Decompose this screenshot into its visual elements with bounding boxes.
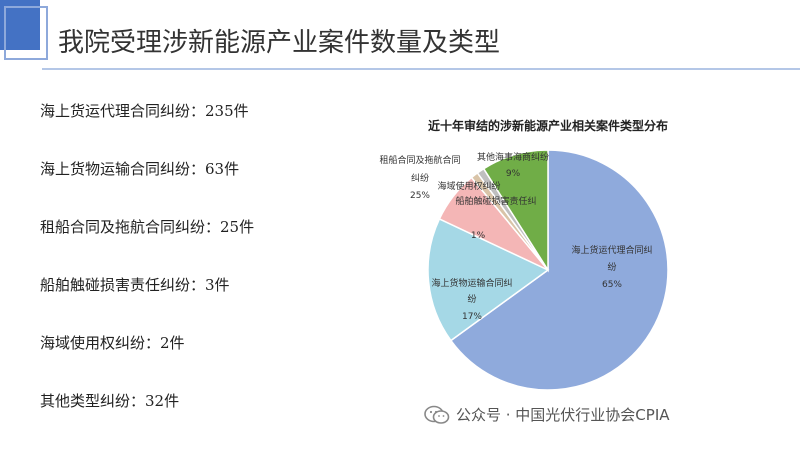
wechat-icon bbox=[424, 405, 450, 424]
pie-labels: 海上货运代理合同纠纷65%海上货物运输合同纠纷17%租船合同及拖航合同纠纷25%… bbox=[379, 151, 652, 322]
pie-slice-name-3: 船舶触碰损害责任纠 bbox=[455, 195, 536, 207]
stat-other: 其他类型纠纷：32件 bbox=[40, 392, 180, 410]
pie-slice-name-0: 海上货运代理合同纠 bbox=[571, 244, 652, 256]
title-divider bbox=[42, 68, 800, 70]
watermark-text: 公众号 · 中国光伏行业协会CPIA bbox=[456, 406, 670, 424]
pie-slice-percent-2: 25% bbox=[410, 191, 430, 201]
pie-slice-name-2: 租船合同及拖航合同 bbox=[379, 154, 460, 166]
title-accent-block bbox=[0, 0, 40, 50]
pie-slice-name-2: 纠纷 bbox=[411, 172, 429, 184]
pie-slice-percent-0: 65% bbox=[602, 280, 622, 290]
pie-slice-percent-3: 1% bbox=[471, 231, 486, 241]
pie-slice-percent-1: 17% bbox=[462, 312, 482, 322]
pie-slice-name-1: 海上货物运输合同纠 bbox=[431, 277, 512, 289]
pie-slice-1 bbox=[427, 217, 550, 342]
title-accent-outline bbox=[4, 6, 48, 60]
stat-collision-damage: 船舶触碰损害责任纠纷：3件 bbox=[40, 276, 230, 294]
pie-slices bbox=[427, 149, 669, 391]
pie-slice-name-1: 纷 bbox=[467, 293, 476, 305]
stat-sea-area-use: 海域使用权纠纷：2件 bbox=[40, 334, 185, 352]
pie-slice-0 bbox=[449, 149, 669, 391]
watermark: 公众号 · 中国光伏行业协会CPIA bbox=[424, 404, 670, 425]
stat-freight-forwarding: 海上货运代理合同纠纷：235件 bbox=[40, 102, 249, 120]
pie-slice-name-4: 海域使用权纠纷 bbox=[437, 180, 500, 192]
stat-charter-towage: 租船合同及拖航合同纠纷：25件 bbox=[40, 218, 255, 236]
pie-slice-percent-5: 9% bbox=[506, 169, 521, 179]
pie-slice-name-0: 纷 bbox=[607, 261, 616, 273]
pie-slice-5 bbox=[482, 149, 549, 273]
stat-cargo-transport: 海上货物运输合同纠纷：63件 bbox=[40, 160, 240, 178]
pie-slice-name-5: 其他海事海商纠纷 bbox=[477, 151, 549, 163]
slide-title: 我院受理涉新能源产业案件数量及类型 bbox=[58, 28, 501, 58]
chart-title: 近十年审结的涉新能源产业相关案件类型分布 bbox=[428, 118, 668, 133]
